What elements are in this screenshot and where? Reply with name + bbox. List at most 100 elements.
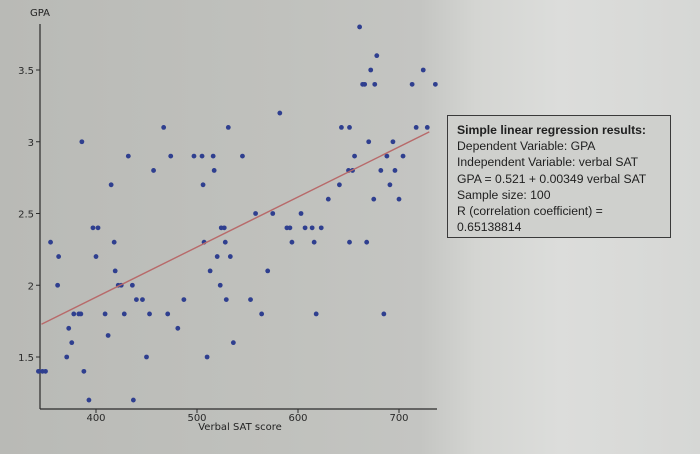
data-point [357,24,363,30]
data-point [240,153,245,159]
data-point [147,311,152,317]
data-point [78,311,84,317]
data-point [204,354,210,360]
data-point [217,282,223,288]
data-point [165,311,171,317]
data-point [337,182,342,188]
data-point [69,340,75,346]
data-point [71,311,77,317]
data-point [392,168,398,173]
x-tick-label: 600 [288,413,307,424]
data-point [161,125,167,130]
data-point [230,340,236,346]
data-point [253,211,258,216]
data-point [390,139,396,145]
data-point [129,282,135,288]
data-point [121,311,127,317]
data-point [420,67,426,73]
regression-line [41,131,430,325]
results-title: Simple linear regression results: [457,123,646,137]
data-point [270,211,276,216]
data-point [134,297,139,302]
y-tick-label: 3.5 [18,66,34,77]
data-point [413,125,419,130]
sample-size: Sample size: 100 [457,187,551,202]
y-tick-label: 1.5 [18,353,34,364]
data-point [384,153,390,159]
data-point [248,297,253,302]
data-point [95,225,101,231]
data-point [409,81,415,87]
data-point [325,196,331,202]
data-point [64,354,70,360]
x-tick-label: 400 [86,413,105,424]
data-point [168,153,174,159]
data-point [81,368,87,374]
correlation-label: R (correlation coefficient) = [457,204,603,219]
data-point [298,211,304,216]
data-point [424,125,430,130]
data-point [366,139,372,145]
data-point [381,311,387,317]
data-point [175,325,181,331]
data-point [221,225,227,231]
regression-equation: GPA = 0.521 + 0.00349 verbal SAT [457,171,647,186]
data-point [191,153,197,159]
data-point [105,333,111,338]
data-point [207,268,213,274]
data-point [144,354,149,360]
data-point [347,125,352,130]
data-points [36,24,438,403]
data-point [151,168,156,173]
data-point [225,125,231,130]
data-point [48,239,53,245]
data-point [371,196,377,202]
x-ticks: 400 500 600 700 [86,409,409,424]
data-point [265,268,271,274]
data-point [125,153,131,159]
independent-variable: Independent Variable: verbal SAT [457,155,639,170]
y-tick-label: 3 [28,138,34,149]
data-point [130,397,136,403]
data-point [311,239,317,245]
data-point [396,196,402,202]
data-point [387,182,393,188]
data-point [210,153,216,159]
data-point [339,125,344,130]
x-tick-label: 700 [389,413,408,424]
data-point [432,81,438,87]
data-point [66,325,72,331]
data-point [347,239,352,245]
x-tick-label: 500 [187,413,206,424]
data-point [368,67,374,73]
data-point [227,254,233,259]
data-point [374,53,380,59]
data-point [362,81,368,87]
axes: GPA Verbal SAT score 1.5 2 2.5 3 3.5 400 500 6… [18,8,437,433]
data-point [259,311,265,317]
data-point [36,368,41,374]
data-point [90,225,96,231]
y-tick-label: 2.5 [18,210,34,221]
data-point [400,153,406,159]
data-point [211,168,217,173]
data-point [222,239,228,245]
data-point [277,110,283,116]
data-point [55,282,61,288]
y-ticks: 1.5 2 2.5 3 3.5 [18,66,40,364]
data-point [214,254,220,259]
data-point [364,239,370,245]
data-point [86,397,92,403]
y-tick-label: 2 [28,281,34,292]
data-point [302,225,308,231]
data-point [352,153,357,159]
data-point [140,297,145,302]
data-point [199,153,205,159]
data-point [112,268,118,274]
data-point [289,239,295,245]
data-point [318,225,324,231]
dependent-variable: Dependent Variable: GPA [457,139,596,154]
data-point [43,368,48,374]
data-point [200,182,206,188]
